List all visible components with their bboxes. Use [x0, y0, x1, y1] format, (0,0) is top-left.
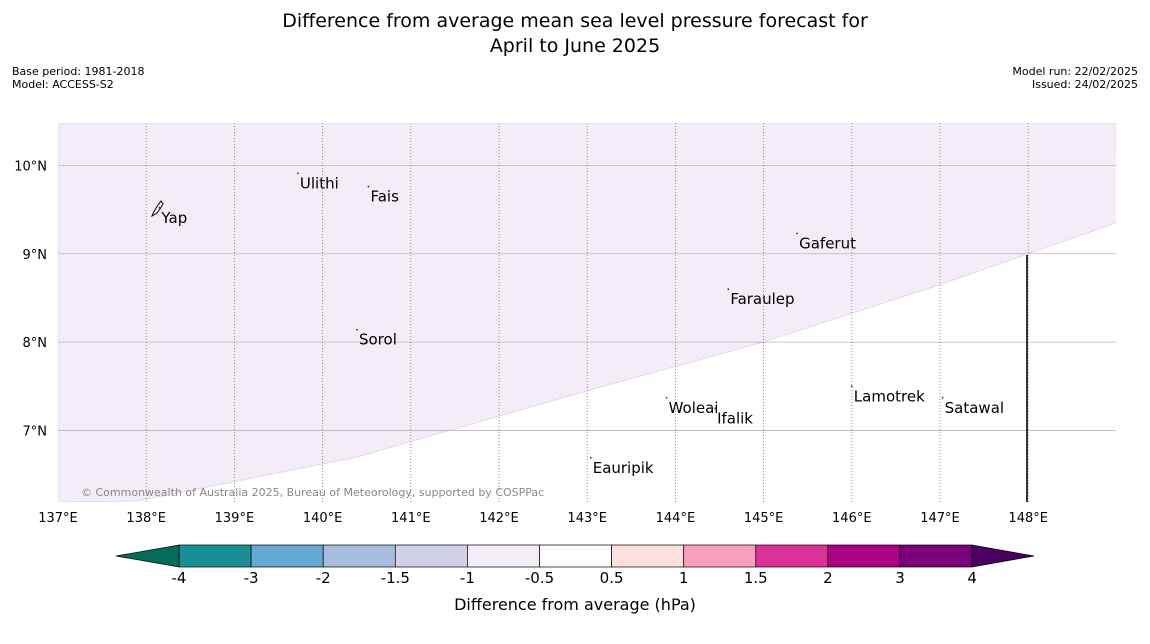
place-marker — [850, 385, 853, 388]
place-label-gaferut: Gaferut — [799, 234, 856, 252]
place-label-faraulep: Faraulep — [730, 290, 794, 308]
colorbar-bin — [827, 544, 901, 568]
place-marker — [297, 172, 299, 175]
colorbar-bin — [899, 544, 973, 568]
colorbar-tick-label: -1 — [460, 569, 475, 587]
place-marker — [158, 206, 161, 209]
colorbar-tick-label: -2 — [316, 569, 331, 587]
lon-tick-label: 144°E — [656, 511, 696, 526]
lon-tick-label: 141°E — [391, 511, 431, 526]
yap-island-outline — [151, 200, 164, 218]
place-marker — [665, 396, 668, 399]
place-marker — [714, 407, 716, 410]
colorbar-bin — [611, 544, 685, 568]
map-title-line2: April to June 2025 — [489, 35, 661, 57]
lon-tick-label: 138°E — [126, 511, 166, 526]
lon-tick-label: 146°E — [832, 511, 872, 526]
latitude-tick-labels: 10°N 9°N 8°N 7°N — [14, 159, 47, 439]
colorbar-bin — [178, 544, 252, 568]
colorbar-tick-label: 1 — [679, 569, 689, 587]
colorbar-tick-label: -4 — [172, 569, 187, 587]
colorbar-tick-label: -1.5 — [381, 569, 410, 587]
lon-tick-label: 143°E — [567, 511, 607, 526]
lat-tick-label: 7°N — [23, 424, 48, 439]
lon-tick-label: 142°E — [479, 511, 519, 526]
place-label-lamotrek: Lamotrek — [854, 387, 925, 405]
place-label-eauripik: Eauripik — [593, 459, 654, 477]
colorbar-tick-label: 3 — [895, 569, 905, 587]
map-title-line1: Difference from average mean sea level p… — [282, 10, 868, 32]
lon-tick-label: 145°E — [744, 511, 784, 526]
colorbar-bin — [683, 544, 757, 568]
place-label-fais: Fais — [370, 188, 399, 206]
colorbar-bin — [467, 544, 540, 568]
colorbar-label: Difference from average (hPa) — [454, 595, 696, 614]
place-marker — [356, 328, 358, 331]
place-label-satawal: Satawal — [945, 399, 1004, 417]
lat-tick-label: 10°N — [14, 159, 47, 174]
lon-tick-label: 137°E — [38, 511, 78, 526]
model-run: Model run: 22/02/2025 — [1012, 65, 1138, 78]
colorbar-tick-label: -3 — [244, 569, 259, 587]
colorbar-over-arrow — [971, 544, 1035, 568]
place-label-sorol: Sorol — [359, 331, 397, 349]
copyright-text: © Commonwealth of Australia 2025, Bureau… — [81, 486, 544, 499]
place-marker — [727, 288, 730, 290]
map-plot-area: Yap Ulithi Fais Gaferut Faraulep Sorol Lamotre… — [58, 123, 1116, 502]
place-marker — [941, 396, 944, 399]
colorbar-tick-label: 2 — [823, 569, 833, 587]
place-label-yap: Yap — [160, 209, 187, 227]
lon-tick-label: 139°E — [215, 511, 255, 526]
colorbar-tick-label: 1.5 — [744, 569, 768, 587]
place-label-woleai: Woleai — [669, 399, 719, 417]
place-marker — [367, 185, 370, 188]
colorbar-tick-label: 4 — [967, 569, 977, 587]
lon-tick-label: 140°E — [303, 511, 343, 526]
base-period: Base period: 1981-2018 — [12, 65, 145, 78]
colorbar-bin — [322, 544, 396, 568]
colorbar-under-arrow — [115, 544, 180, 568]
place-marker — [589, 456, 592, 459]
place-marker — [796, 232, 799, 235]
lat-tick-label: 8°N — [23, 336, 48, 351]
lon-tick-label: 148°E — [1008, 511, 1048, 526]
colorbar-tick-labels: -4 -3 -2 -1.5 -1 -0.5 0.5 1 1.5 2 3 4 — [172, 569, 977, 587]
colorbar-tick-label: -0.5 — [525, 569, 554, 587]
issued-date: Issued: 24/02/2025 — [1031, 78, 1138, 91]
graticule — [58, 123, 1116, 502]
colorbar — [115, 544, 1035, 568]
place-label-ifalik: Ifalik — [717, 409, 753, 427]
lat-tick-label: 9°N — [23, 248, 48, 263]
lon-tick-label: 147°E — [920, 511, 960, 526]
meta-left: Base period: 1981-2018 Model: ACCESS-S2 — [12, 65, 144, 91]
place-label-ulithi: Ulithi — [300, 174, 339, 192]
longitude-tick-labels: 137°E 138°E 139°E 140°E 141°E 142°E 143°E 144°E… — [38, 511, 1048, 526]
place-labels: Yap Ulithi Fais Gaferut Faraulep Sorol Lamotre… — [158, 172, 1004, 477]
colorbar-bin — [755, 544, 829, 568]
colorbar-bin — [539, 544, 612, 568]
colorbar-bin — [394, 544, 468, 568]
model-name: Model: ACCESS-S2 — [12, 78, 114, 91]
colorbar-bin — [250, 544, 324, 568]
colorbar-tick-label: 0.5 — [600, 569, 624, 587]
meta-right: Model run: 22/02/2025 Issued: 24/02/2025 — [1012, 65, 1138, 91]
